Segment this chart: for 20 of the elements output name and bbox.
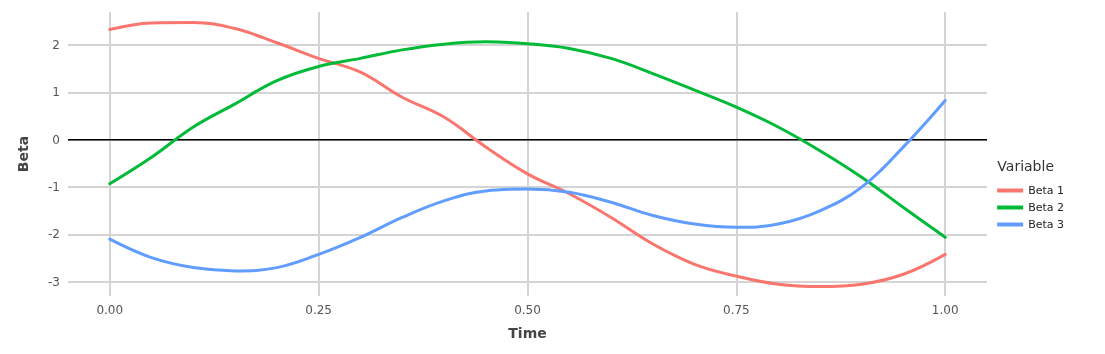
x-tick-label: 0.25 <box>305 303 332 317</box>
y-tick-label: 0 <box>52 132 60 147</box>
legend-title: Variable <box>997 158 1054 174</box>
y-tick-label: 2 <box>52 38 60 53</box>
legend-label: Beta 2 <box>1028 201 1065 214</box>
x-axis-title: Time <box>508 325 547 341</box>
y-tick-label: -2 <box>48 227 60 242</box>
y-tick-label: -1 <box>48 180 60 195</box>
legend-label: Beta 3 <box>1028 218 1065 231</box>
line-series <box>108 99 947 273</box>
y-tick-label: -3 <box>48 274 60 289</box>
x-tick-label: 0.50 <box>514 303 541 317</box>
y-tick-label: 1 <box>52 85 60 100</box>
line-series <box>108 40 947 239</box>
line-series <box>108 20 947 289</box>
legend-label: Beta 1 <box>1028 184 1065 197</box>
x-tick-label: 0.00 <box>96 303 124 317</box>
y-axis-title: Beta <box>15 135 31 173</box>
x-tick-label: 1.00 <box>931 303 959 317</box>
x-tick-label: 0.75 <box>723 303 750 317</box>
